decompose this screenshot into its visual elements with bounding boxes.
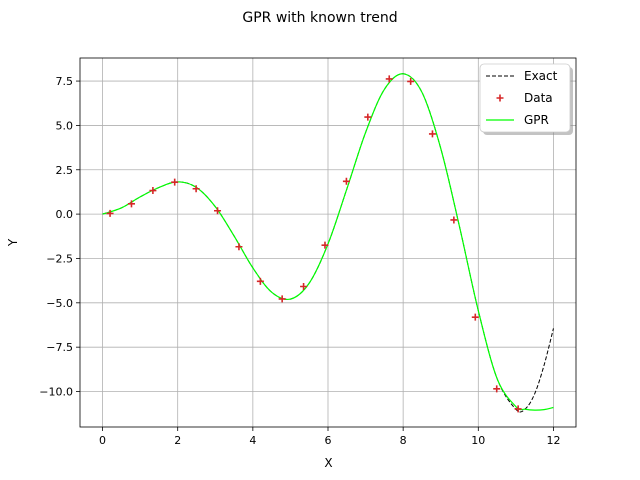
data-point [428, 130, 436, 138]
y-tick-label: 0.0 [56, 208, 74, 221]
x-axis-ticks: 0 2 4 6 8 10 12 [99, 427, 560, 447]
legend-swatch-data [496, 94, 504, 102]
data-point [256, 277, 264, 285]
plot-border [79, 57, 577, 428]
x-tick-label: 4 [249, 434, 256, 447]
grid [80, 58, 576, 427]
data-point [471, 313, 479, 321]
data-point [278, 295, 286, 303]
y-tick-label: 7.5 [56, 75, 74, 88]
legend: Exact Data GPR [479, 63, 573, 135]
legend-label-exact: Exact [524, 69, 558, 83]
axes-frame [79, 57, 577, 428]
legend-label-data: Data [524, 91, 553, 105]
series-points-data [106, 75, 522, 413]
data-point [149, 187, 157, 195]
data-point [493, 385, 501, 393]
x-tick-label: 2 [174, 434, 181, 447]
y-tick-label: 5.0 [56, 119, 74, 132]
data-point [364, 113, 372, 121]
data-point [106, 209, 114, 217]
y-axis-label: Y [6, 238, 20, 247]
data-point [192, 185, 200, 193]
chart-title: GPR with known trend [242, 10, 397, 26]
data-point [235, 243, 243, 251]
series-layer [102, 73, 554, 413]
x-tick-label: 8 [400, 434, 407, 447]
y-tick-label: −2.5 [46, 252, 73, 265]
data-point [127, 200, 135, 208]
y-tick-label: −10.0 [39, 386, 73, 399]
legend-box [479, 63, 571, 133]
x-tick-label: 0 [99, 434, 106, 447]
data-point [407, 77, 415, 85]
x-tick-label: 12 [546, 434, 560, 447]
y-axis-ticks: −10.0 −7.5 −5.0 −2.5 0.0 2.5 5.0 7.5 [39, 75, 80, 399]
legend-label-gpr: GPR [524, 113, 549, 127]
data-point [342, 177, 350, 185]
x-tick-label: 10 [471, 434, 485, 447]
y-tick-label: −7.5 [46, 341, 73, 354]
data-point [450, 216, 458, 224]
data-point [321, 241, 329, 249]
x-tick-label: 6 [325, 434, 332, 447]
y-tick-label: −5.0 [46, 297, 73, 310]
data-point [171, 178, 179, 186]
data-point [214, 207, 222, 215]
data-point [385, 75, 393, 83]
y-tick-label: 2.5 [56, 164, 74, 177]
data-point [514, 405, 522, 413]
data-point [300, 282, 308, 290]
x-axis-label: X [324, 456, 332, 470]
